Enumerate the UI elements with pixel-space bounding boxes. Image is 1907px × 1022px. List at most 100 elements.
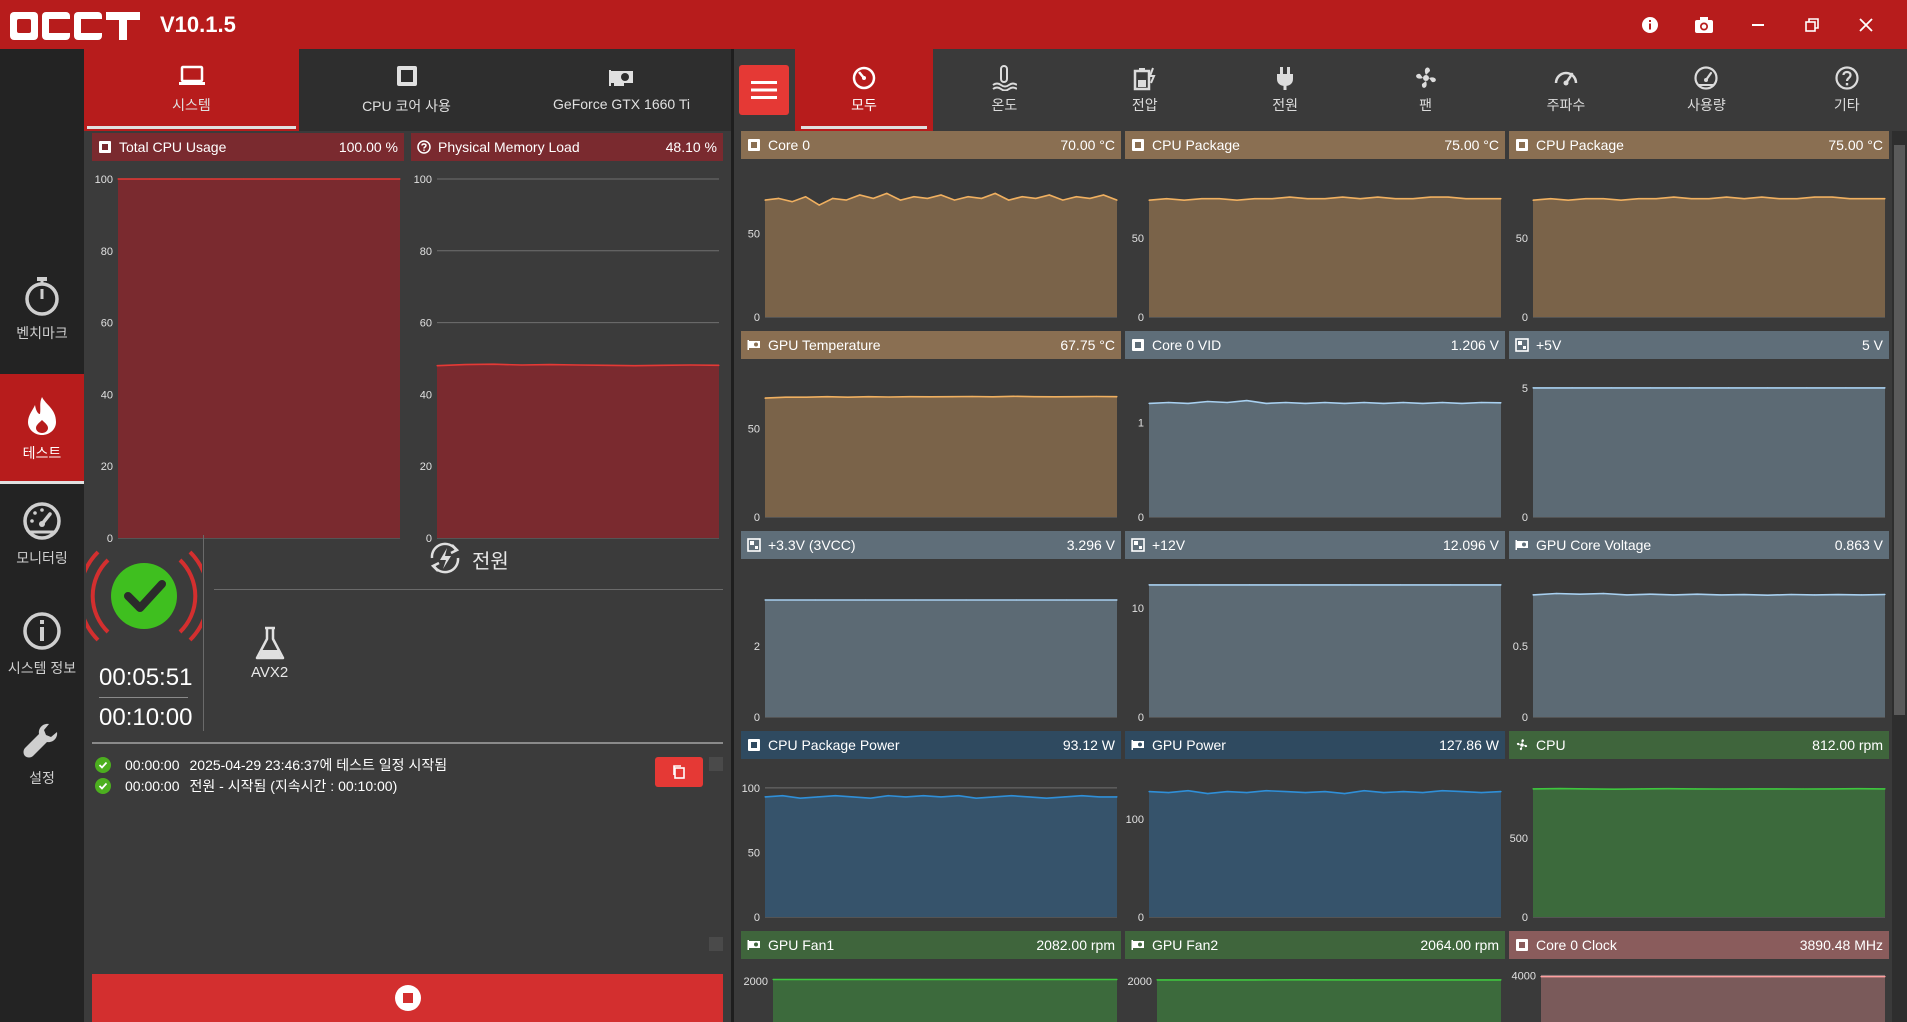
sensor-chart-container: 0 10 <box>1125 561 1505 731</box>
data-point <box>922 795 924 797</box>
data-point <box>1500 979 1502 981</box>
series-area <box>765 396 1117 517</box>
data-point <box>1148 791 1150 793</box>
stop-icon <box>394 985 421 1011</box>
close-button[interactable] <box>1853 12 1879 38</box>
tab-label: 시스템 <box>172 97 211 113</box>
series-area <box>1149 197 1501 317</box>
data-point <box>1075 196 1077 198</box>
sensor-header[interactable]: Core 0 Clock 3890.48 MHz <box>1509 931 1889 959</box>
sensor-header[interactable]: CPU Package 75.00 °C <box>1509 131 1889 159</box>
tab-thermometer[interactable]: 온도 <box>935 49 1073 131</box>
camera-icon <box>1695 16 1713 33</box>
plug-icon <box>1277 67 1294 90</box>
sensor-header[interactable]: GPU Fan2 2064.00 rpm <box>1125 931 1505 959</box>
y-tick-label: 100 <box>1126 814 1144 826</box>
tab-gauge[interactable]: 사용량 <box>1637 49 1775 131</box>
sensor-header[interactable]: GPU Temperature 67.75 °C <box>741 331 1121 359</box>
panel-splitter[interactable] <box>731 49 734 1022</box>
sensor-header[interactable]: GPU Power 127.86 W <box>1125 731 1505 759</box>
sensor-header[interactable]: Core 0 70.00 °C <box>741 131 1121 159</box>
check-icon <box>95 777 111 794</box>
sensor-header[interactable]: +5V 5 V <box>1509 331 1889 359</box>
data-point <box>368 178 370 180</box>
y-tick-label: 500 <box>1510 833 1528 845</box>
data-point <box>1814 594 1816 596</box>
y-tick-label: 100 <box>414 174 432 186</box>
tab-question-circle[interactable]: 기타 <box>1778 49 1907 131</box>
sensor-chart: 0 20 40 60 80 100 <box>414 174 720 545</box>
nav-monitoring[interactable]: 모니터링 <box>0 479 84 589</box>
cpu-chip-icon <box>748 139 760 151</box>
instruction-set-label: AVX2 <box>251 664 289 681</box>
sensor-name: CPU Package <box>1152 137 1240 153</box>
data-point <box>1613 788 1615 790</box>
data-point <box>870 978 872 981</box>
data-point <box>1010 795 1012 797</box>
sensor-chart-container: 0 20 40 60 80 100 <box>411 163 723 556</box>
tab-dashboard[interactable]: 모두 <box>795 49 933 131</box>
laptop-icon <box>178 65 205 85</box>
log-scroll-down[interactable] <box>709 937 723 951</box>
data-point <box>764 397 766 399</box>
cpu-chip-icon <box>396 66 417 86</box>
sensor-header[interactable]: Core 0 VID 1.206 V <box>1125 331 1505 359</box>
sensor-value: 67.75 °C <box>1060 337 1115 353</box>
sensor-header[interactable]: +12V 12.096 V <box>1125 531 1505 559</box>
series-line <box>1532 787 1886 791</box>
info-button[interactable] <box>1637 12 1663 38</box>
sensor-chart-container: 0 50 100 <box>741 761 1121 931</box>
elapsed-time: 00:05:51 <box>99 664 193 691</box>
sensor-header[interactable]: Total CPU Usage 100.00 % <box>92 133 404 161</box>
data-point <box>909 396 911 398</box>
sensor-header[interactable]: +3.3V (3VCC) 3.296 V <box>741 531 1121 559</box>
tab-cpu-core-usage[interactable]: CPU 코어 사용 <box>299 49 514 131</box>
data-point <box>1500 402 1502 404</box>
data-point <box>1845 387 1847 389</box>
stop-test-button[interactable] <box>92 974 723 1022</box>
log-scroll-up[interactable] <box>709 757 723 771</box>
sensor-header[interactable]: CPU Package Power 93.12 W <box>741 731 1121 759</box>
speedometer-icon <box>1554 71 1578 86</box>
sensor-header[interactable]: Physical Memory Load 48.10 % <box>411 133 723 161</box>
tab-fan[interactable]: 팬 <box>1357 49 1495 131</box>
tab-plug[interactable]: 전원 <box>1216 49 1354 131</box>
thermometer-icon <box>992 65 1018 91</box>
restore-button[interactable] <box>1799 12 1825 38</box>
tab-label: 온도 <box>991 97 1018 113</box>
tab-gpu[interactable]: GeForce GTX 1660 Ti <box>514 49 729 131</box>
data-point <box>867 396 870 398</box>
data-point <box>1116 396 1118 398</box>
minimize-button[interactable] <box>1745 12 1771 38</box>
question-circle-icon <box>1835 66 1859 90</box>
sensor-header[interactable]: GPU Core Voltage 0.863 V <box>1509 531 1889 559</box>
sensor-header[interactable]: GPU Fan1 2082.00 rpm <box>741 931 1121 959</box>
sensor-chart-container: 2000 <box>741 961 1121 1022</box>
screenshot-button[interactable] <box>1691 12 1717 38</box>
nav-system-info[interactable]: 시스템 정보 <box>0 589 84 699</box>
sensor-value: 3890.48 MHz <box>1799 937 1883 953</box>
data-point <box>1402 401 1404 404</box>
nav-settings[interactable]: 설정 <box>0 699 84 809</box>
data-point <box>1063 796 1065 798</box>
sensor-name: CPU Package Power <box>768 737 900 753</box>
sensor-chart-container: 0 0.5 <box>1509 561 1889 731</box>
tab-system[interactable]: 시스템 <box>84 49 299 131</box>
data-point <box>950 396 952 398</box>
nav-test[interactable]: 테스트 <box>0 374 84 484</box>
data-point <box>1187 790 1189 792</box>
data-point <box>1673 594 1675 596</box>
sensor-header[interactable]: CPU 812.00 rpm <box>1509 731 1889 759</box>
scrollbar-thumb[interactable] <box>1894 145 1905 715</box>
data-point <box>1790 593 1792 596</box>
sensor-scrollbar[interactable] <box>1892 131 1907 1022</box>
data-point <box>1696 593 1698 595</box>
tab-battery[interactable]: 전압 <box>1076 49 1214 131</box>
sensor-value: 812.00 rpm <box>1812 737 1883 753</box>
tab-speedometer[interactable]: 주파수 <box>1497 49 1635 131</box>
y-tick-label: 50 <box>1516 233 1528 245</box>
nav-benchmark[interactable]: 벤치마크 <box>0 254 84 364</box>
menu-button[interactable] <box>739 65 789 115</box>
copy-log-button[interactable] <box>655 757 703 787</box>
sensor-header[interactable]: CPU Package 75.00 °C <box>1125 131 1505 159</box>
